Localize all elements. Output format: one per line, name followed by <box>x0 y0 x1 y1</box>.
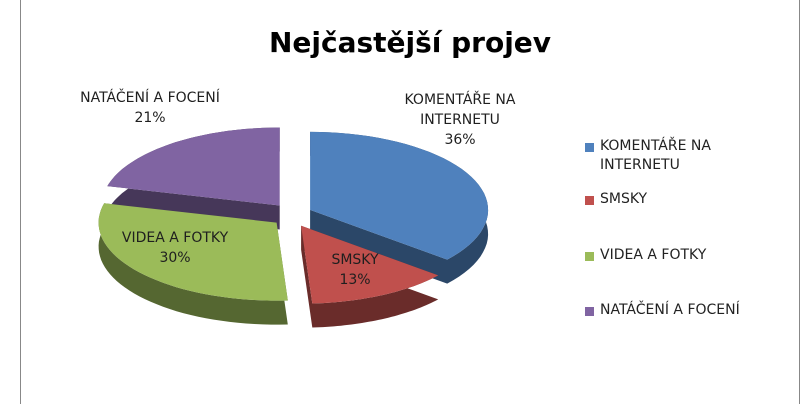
frame <box>20 0 800 404</box>
data-label: NATÁČENÍ A FOCENÍ 21% <box>80 88 220 128</box>
legend-swatch <box>585 307 594 316</box>
legend-swatch <box>585 196 594 205</box>
legend-label: SMSKY <box>600 191 648 207</box>
data-label: KOMENTÁŘE NA INTERNETU 36% <box>395 90 525 150</box>
data-label-value: 21% <box>134 110 166 126</box>
data-label-name: VIDEA A FOTKY <box>121 230 229 246</box>
data-label-name: SMSKY <box>331 252 379 268</box>
data-label-value: 13% <box>339 272 371 288</box>
legend-swatch <box>585 252 594 261</box>
legend-swatch <box>585 143 594 152</box>
chart-title: Nejčastější projev <box>268 26 552 59</box>
data-label-name: NATÁČENÍ A FOCENÍ <box>80 90 220 106</box>
legend-label: KOMENTÁŘE NA INTERNETU <box>600 138 711 173</box>
pie-slice <box>98 203 288 301</box>
data-label-value: 30% <box>159 250 191 266</box>
data-label: VIDEA A FOTKY 30% <box>90 228 260 268</box>
data-label: SMSKY 13% <box>300 250 410 290</box>
pie-slice <box>107 127 280 206</box>
data-label-value: 36% <box>444 132 476 148</box>
legend-label: NATÁČENÍ A FOCENÍ <box>600 302 740 318</box>
data-label-name: KOMENTÁŘE NA INTERNETU <box>404 92 516 128</box>
pie-slice <box>310 131 489 260</box>
pie-slice <box>301 225 439 304</box>
legend-label: VIDEA A FOTKY <box>600 247 707 263</box>
